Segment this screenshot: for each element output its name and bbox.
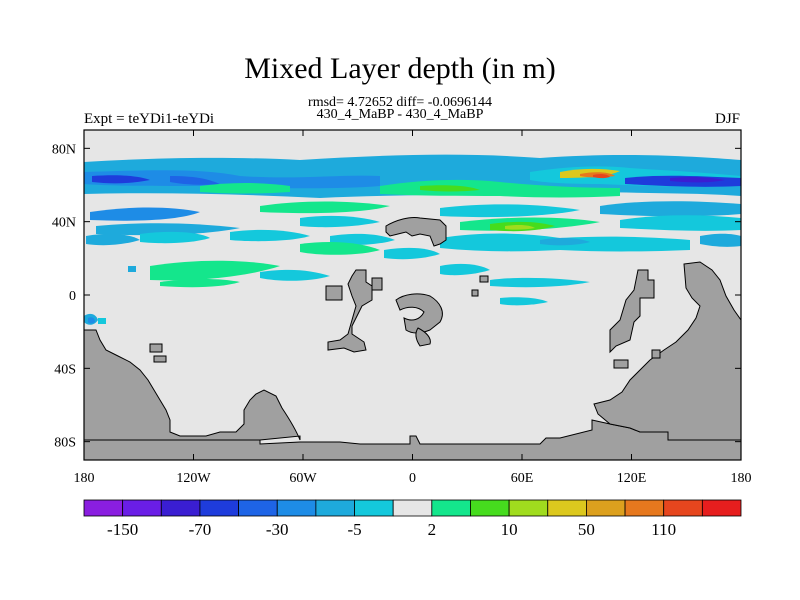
stats-subtitle: rmsd= 4.72652 diff= -0.0696144 (308, 95, 492, 110)
colorbar-label: 2 (428, 520, 437, 539)
colorbar-label: -5 (347, 520, 361, 539)
colorbar-swatch (663, 499, 703, 517)
field-tropics (84, 260, 590, 325)
y-axis: 80N 40N 0 40S 80S (52, 142, 741, 451)
y-tick-label: 80N (52, 142, 76, 157)
colorbar-swatch (199, 499, 239, 517)
colorbar-swatch (354, 499, 394, 517)
colorbar-label: 50 (578, 520, 595, 539)
colorbar-label: -30 (266, 520, 289, 539)
x-tick-label: 120W (176, 471, 211, 486)
colorbar-swatch (83, 499, 124, 517)
colorbar-swatch (431, 499, 471, 517)
season-label: DJF (714, 111, 740, 127)
colorbar-swatch (701, 499, 742, 517)
colorbar-label: 110 (651, 520, 676, 539)
y-tick-label: 80S (54, 436, 76, 451)
y-tick-label: 40S (54, 362, 76, 377)
x-tick-label: 60E (511, 471, 534, 486)
colorbar-swatch (160, 499, 201, 517)
colorbar-swatch (624, 499, 665, 517)
y-tick-label: 40N (52, 216, 76, 231)
colorbar: -150 -70 -30 -5 2 10 50 110 (83, 499, 742, 539)
colorbar-swatch (122, 499, 162, 517)
y-tick-label: 0 (69, 289, 76, 304)
colorbar-swatch (508, 499, 549, 517)
colorbar-swatch (547, 499, 587, 517)
colorbar-swatch (392, 499, 433, 517)
x-tick-label: 120E (617, 471, 647, 486)
x-tick-label: 60W (289, 471, 317, 486)
experiment-label: Expt = teYDi1-teYDi (84, 111, 215, 127)
colorbar-swatch (470, 499, 510, 517)
colorbar-swatch (586, 499, 626, 517)
x-tick-label: 180 (731, 471, 752, 486)
colorbar-swatch (276, 499, 317, 517)
x-tick-label: 180 (74, 471, 95, 486)
x-axis: 180 120W 60W 0 60E 120E 180 (74, 130, 752, 486)
experiment-subtitle: 430_4_MaBP - 430_4_MaBP (316, 107, 484, 122)
colorbar-label: -150 (107, 520, 138, 539)
chart-title: Mixed Layer depth (in m) (244, 52, 556, 85)
colorbar-label: 10 (501, 520, 518, 539)
colorbar-swatch (238, 499, 278, 517)
x-tick-label: 0 (409, 471, 416, 486)
land-masses (84, 217, 741, 460)
field-north-band (84, 154, 741, 198)
colorbar-label: -70 (189, 520, 212, 539)
colorbar-swatch (315, 499, 355, 517)
